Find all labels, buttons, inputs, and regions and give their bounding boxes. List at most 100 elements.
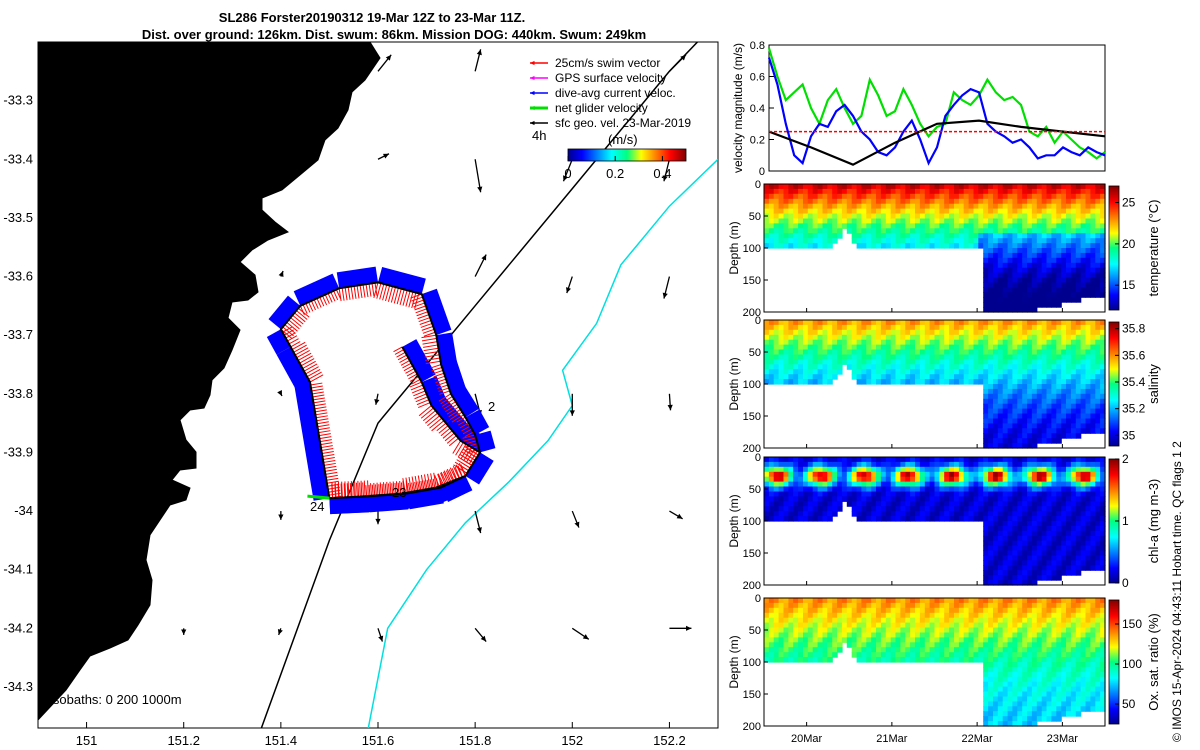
heatmap-cell — [841, 329, 848, 336]
heatmap-cell — [885, 461, 892, 468]
heatmap-cell — [1056, 329, 1062, 336]
heatmap-cell — [1031, 535, 1038, 542]
heatmap-cell — [817, 602, 824, 609]
heatmap-cell — [1061, 530, 1067, 537]
heatmap-cell — [1007, 575, 1014, 581]
heatmap-cell — [1036, 466, 1043, 473]
heatmap-cell — [1027, 203, 1033, 210]
heatmap-cell — [1012, 359, 1018, 365]
heatmap-cell — [861, 223, 867, 229]
heatmap-cell — [1070, 521, 1077, 527]
heatmap-cell — [793, 598, 799, 604]
heatmap-cell — [924, 238, 931, 244]
heatmap-cell — [1085, 413, 1091, 419]
heatmap-cell — [1075, 344, 1082, 351]
heatmap-cell — [929, 471, 936, 478]
heatmap-cell — [1017, 349, 1023, 355]
heatmap-cell — [793, 647, 799, 653]
heatmap-cell — [1095, 369, 1101, 375]
heatmap-cell — [1002, 617, 1009, 624]
swim-vector — [396, 288, 402, 305]
heatmap-cell — [817, 359, 824, 365]
heatmap-cell — [988, 238, 994, 244]
heatmap-cell — [803, 203, 809, 210]
heatmap-cell — [1090, 292, 1096, 298]
heatmap-cell — [1017, 438, 1023, 444]
heatmap-cell — [1017, 324, 1023, 331]
heatmap-cell — [919, 612, 926, 619]
heatmap-cell — [900, 602, 906, 609]
heatmap-cell — [866, 344, 872, 351]
heatmap-cell — [817, 218, 824, 224]
heatmap-cell — [1041, 481, 1048, 488]
heatmap-cell — [812, 218, 819, 224]
swim-vector — [318, 430, 331, 434]
heatmap-cell — [1080, 550, 1087, 556]
map-ytick-label: -34.3 — [3, 679, 33, 694]
dive-current-vectors — [294, 382, 330, 501]
heatmap-cell — [1080, 408, 1087, 415]
heatmap-cell — [954, 637, 960, 643]
heatmap-cell — [1036, 388, 1043, 395]
heatmap-cell — [876, 188, 882, 195]
heatmap-cell — [1012, 696, 1018, 702]
heatmap-cell — [890, 652, 897, 658]
heatmap-cell — [812, 324, 819, 331]
heatmap-cell — [1070, 248, 1077, 254]
heatmap-cell — [934, 617, 940, 624]
heatmap-cell — [866, 329, 872, 336]
heatmap-cell — [1075, 282, 1082, 288]
heatmap-cell — [1022, 238, 1028, 244]
heatmap-cell — [900, 471, 906, 478]
heatmap-cell — [851, 481, 858, 488]
heatmap-cell — [1022, 617, 1028, 624]
heatmap-cell — [885, 476, 892, 483]
heatmap-cell — [1095, 248, 1101, 254]
heatmap-cell — [958, 218, 965, 224]
heatmap-cell — [1066, 516, 1072, 522]
heatmap-cell — [939, 374, 945, 380]
heatmap-cell — [1027, 418, 1033, 424]
heatmap-cell — [832, 339, 838, 346]
heatmap-cell — [871, 598, 877, 604]
heatmap-cell — [1051, 218, 1057, 224]
heatmap-cell — [793, 213, 799, 219]
heatmap-cell — [958, 642, 965, 648]
heatmap-cell — [817, 188, 824, 195]
heatmap-cell — [1095, 384, 1101, 390]
heatmap-cell — [1017, 423, 1023, 429]
heatmap-cell — [773, 213, 780, 219]
heatmap-cell — [949, 642, 955, 648]
heatmap-cell — [944, 188, 950, 195]
heatmap-cell — [876, 481, 882, 488]
heatmap-cell — [919, 218, 926, 224]
heatmap-cell — [1100, 516, 1106, 522]
heatmap-cell — [861, 652, 867, 658]
heatmap-cell — [798, 193, 804, 200]
heatmap-cell — [1027, 228, 1033, 234]
heatmap-cell — [905, 471, 911, 478]
heatmap-cell — [910, 496, 916, 502]
heatmap-cell — [983, 716, 989, 722]
heatmap-cell — [1090, 277, 1096, 283]
heatmap-cell — [1017, 637, 1023, 643]
heatmap-cell — [876, 184, 882, 190]
heatmap-cell — [832, 349, 838, 355]
heatmap-cell — [895, 233, 901, 239]
heatmap-cell — [1080, 491, 1087, 497]
heatmap-cell — [793, 506, 799, 512]
heatmap-cell — [1027, 598, 1033, 604]
heatmap-cell — [861, 320, 867, 326]
heatmap-cell — [910, 506, 916, 512]
heatmap-cell — [1090, 560, 1096, 566]
heatmap-cell — [988, 637, 994, 643]
heatmap-cell — [958, 516, 965, 522]
heatmap-cell — [1007, 545, 1014, 552]
heatmap-cell — [993, 622, 999, 629]
heatmap-cell — [934, 320, 940, 326]
swim-vector — [326, 480, 339, 484]
heatmap-cell — [841, 344, 848, 351]
heatmap-cell — [783, 642, 789, 648]
heatmap-cell — [1041, 252, 1048, 259]
heatmap-cell — [963, 223, 970, 229]
